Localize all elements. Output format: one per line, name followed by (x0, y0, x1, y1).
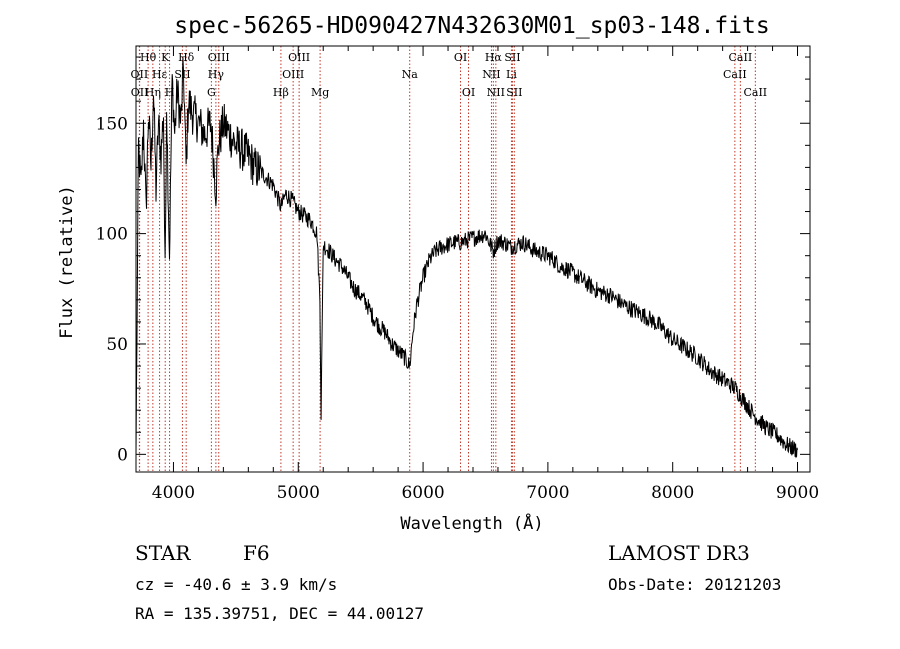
coordinates: RA = 135.39751, DEC = 44.00127 (135, 604, 424, 623)
line-label: Hγ (208, 68, 225, 81)
object-subclass: F6 (243, 541, 270, 565)
line-label: G (207, 86, 216, 99)
x-tick-label: 6000 (401, 483, 444, 503)
chart-title: spec-56265-HD090427N432630M01_sp03-148.f… (174, 13, 769, 39)
obs-date: Obs-Date: 20121203 (608, 575, 782, 594)
line-label: SII (174, 68, 190, 81)
line-label: Hθ (140, 51, 157, 64)
line-label: CaII (729, 51, 753, 64)
line-label: Hε (152, 68, 168, 81)
plot-frame (135, 45, 811, 473)
y-axis-label: Flux (relative) (57, 185, 77, 339)
line-label: Hα (485, 51, 503, 64)
line-label: Na (402, 68, 419, 81)
x-tick-label: 7000 (526, 483, 569, 503)
spectrum-line (135, 57, 798, 459)
line-label: Hη (145, 86, 161, 99)
line-label: OIII (208, 51, 230, 64)
x-tick-label: 9000 (776, 483, 819, 503)
line-label: NII (482, 68, 500, 81)
x-tick-label: 5000 (277, 483, 320, 503)
line-label: OII (131, 68, 149, 81)
line-label: Hβ (273, 86, 289, 99)
y-tick-label: 0 (117, 445, 128, 465)
line-label: CaII (723, 68, 747, 81)
line-label: Mg (311, 86, 329, 99)
line-label: OIII (288, 51, 310, 64)
line-label: NII (487, 86, 505, 99)
line-label: OII (131, 86, 149, 99)
x-axis-label: Wavelength (Å) (400, 512, 543, 534)
line-label: OI (462, 86, 475, 99)
spectrum-chart: spec-56265-HD090427N432630M01_sp03-148.f… (57, 13, 819, 534)
line-label: OIII (282, 68, 304, 81)
line-label: Li (506, 68, 517, 81)
line-label: Hδ (178, 51, 195, 64)
x-tick-label: 4000 (152, 483, 195, 503)
redshift-info: cz = -40.6 ± 3.9 km/s (135, 575, 338, 594)
x-tick-label: 8000 (651, 483, 694, 503)
y-tick-label: 100 (96, 225, 128, 245)
line-label: SII (504, 51, 520, 64)
plot-area: 4000 5000 6000 7000 8000 9000 0 50 100 150 Hθ OII OI… (96, 45, 819, 503)
line-label: OI (454, 51, 467, 64)
y-tick-label: 150 (96, 114, 128, 134)
line-label: K (161, 51, 170, 64)
line-label: SII (506, 86, 522, 99)
y-tick-label: 50 (106, 335, 128, 355)
line-label: H (165, 86, 175, 99)
survey-name: LAMOST DR3 (608, 541, 750, 565)
object-class: STAR (135, 541, 191, 565)
line-label: CaII (743, 86, 767, 99)
